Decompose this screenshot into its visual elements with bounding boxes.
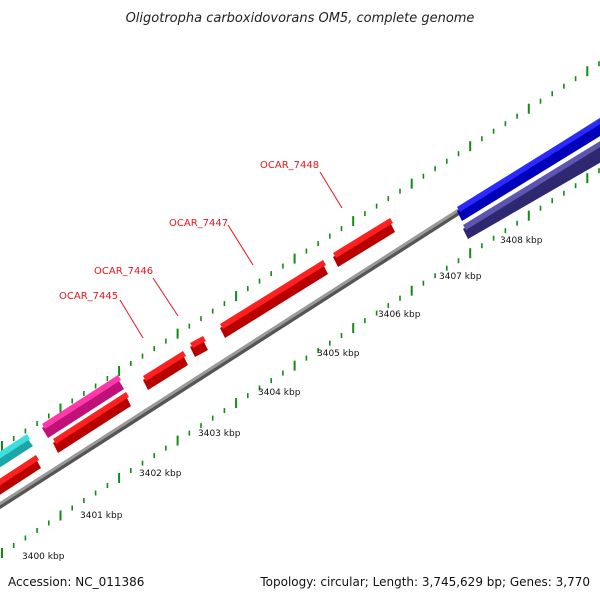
feature-slate-blue[interactable]	[463, 135, 600, 239]
feature-red-a[interactable]	[0, 455, 41, 498]
gene-ocar-7447[interactable]	[220, 260, 328, 338]
gene-label[interactable]: OCAR_7446	[94, 266, 153, 277]
accession-text: Accession: NC_011386	[8, 575, 144, 589]
feature-red-b[interactable]	[53, 392, 131, 453]
scale-label: 3403 kbp	[198, 429, 241, 439]
gene-ocar-7448[interactable]	[333, 218, 395, 267]
gene-labels: OCAR_7445 OCAR_7446 OCAR_7447 OCAR_7448	[59, 160, 319, 302]
gene-label-leaders	[119, 171, 343, 339]
gene-ocar-7445[interactable]	[143, 351, 188, 390]
feature-teal[interactable]	[0, 434, 33, 470]
scale-labels: 3400 kbp 3401 kbp 3402 kbp 3403 kbp 3404…	[22, 236, 543, 562]
scale-label: 3405 kbp	[317, 349, 360, 359]
upper-tick-row	[1, 61, 600, 451]
map-title: Oligotropha carboxidovorans OM5, complet…	[126, 11, 475, 26]
scale-label: 3401 kbp	[80, 511, 123, 521]
feature-track	[0, 112, 600, 498]
scale-label: 3406 kbp	[378, 310, 421, 320]
scale-label: 3402 kbp	[139, 469, 182, 479]
feature-pink[interactable]	[42, 375, 124, 438]
genome-backbone	[0, 117, 600, 510]
gene-label[interactable]: OCAR_7445	[59, 291, 118, 302]
scale-label: 3400 kbp	[22, 552, 65, 562]
scale-label: 3408 kbp	[500, 236, 543, 246]
feature-blue[interactable]	[457, 112, 600, 221]
gene-label[interactable]: OCAR_7447	[169, 218, 228, 229]
gene-ocar-7446[interactable]	[190, 336, 208, 357]
lower-tick-row	[1, 168, 600, 558]
scale-label: 3407 kbp	[439, 272, 482, 282]
genome-summary-text: Topology: circular; Length: 3,745,629 bp…	[259, 575, 590, 589]
scale-label: 3404 kbp	[258, 388, 301, 398]
gene-label[interactable]: OCAR_7448	[260, 160, 319, 171]
